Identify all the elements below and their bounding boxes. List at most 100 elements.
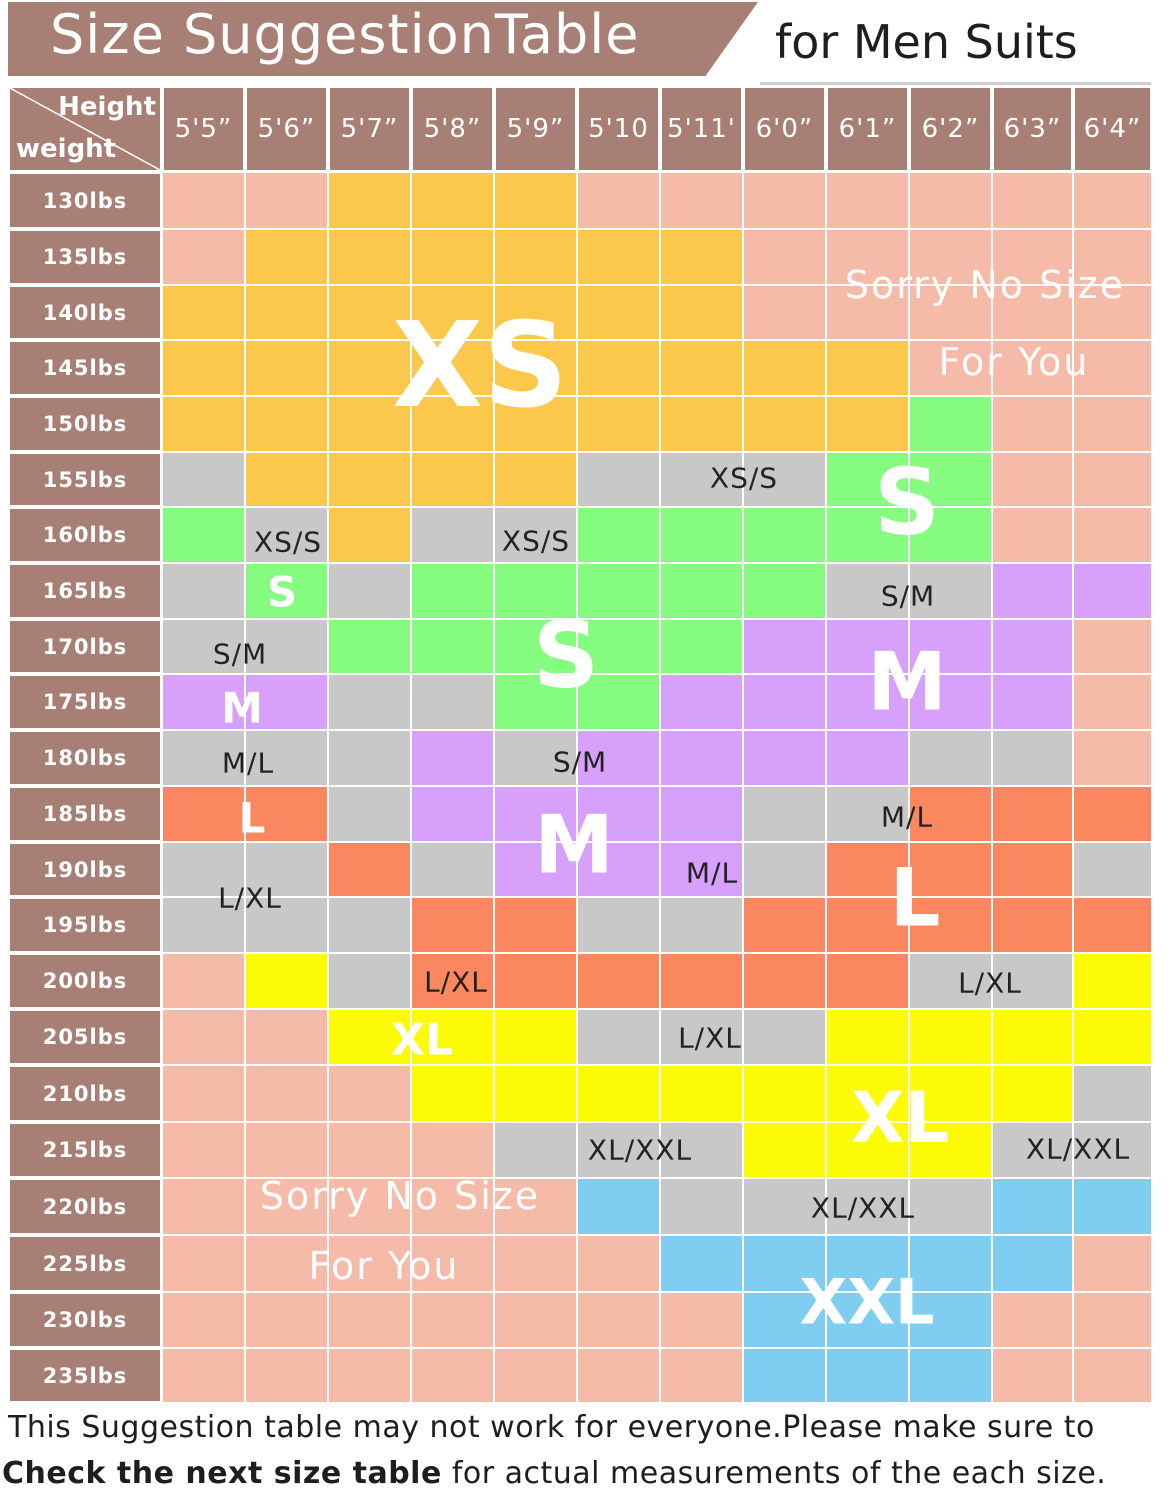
size-cell — [743, 340, 826, 396]
size-cell — [494, 730, 577, 786]
size-cell — [411, 172, 494, 229]
size-cell — [162, 674, 245, 730]
size-cell — [411, 452, 494, 507]
size-cell — [909, 842, 992, 897]
size-cell — [743, 1009, 826, 1065]
size-cell — [743, 842, 826, 897]
size-cell — [826, 953, 909, 1009]
weight-label: 205lbs — [42, 1025, 128, 1049]
height-header-cell: 6'2” — [909, 86, 992, 172]
size-cell — [743, 563, 826, 619]
size-cell — [743, 172, 826, 229]
size-cell — [660, 1235, 743, 1292]
size-cell — [494, 172, 577, 229]
size-cell — [909, 619, 992, 674]
weight-label: 155lbs — [42, 467, 128, 492]
size-cell — [660, 396, 743, 452]
size-cell — [826, 1235, 909, 1292]
size-cell — [162, 897, 245, 953]
size-cell — [494, 285, 577, 340]
size-cell — [162, 1065, 245, 1122]
size-cell — [909, 452, 992, 507]
size-cell — [1073, 674, 1152, 730]
size-cell — [992, 953, 1073, 1009]
size-cell — [494, 674, 577, 730]
size-cell — [162, 619, 245, 674]
size-cell — [1073, 507, 1152, 563]
size-cell — [992, 1292, 1073, 1348]
size-cell — [162, 842, 245, 897]
footnote-line-2-rest: for actual measurements of the each size… — [441, 1456, 1107, 1491]
size-cell — [494, 396, 577, 452]
size-cell — [411, 229, 494, 285]
size-cell — [577, 1292, 660, 1348]
size-cell — [577, 842, 660, 897]
size-cell — [328, 340, 411, 396]
corner-header-cell: Height weight — [8, 86, 162, 172]
size-cell — [411, 953, 494, 1009]
height-label: 6'3” — [1003, 114, 1062, 144]
size-cell — [1073, 452, 1152, 507]
size-cell — [1073, 786, 1152, 842]
size-cell — [577, 730, 660, 786]
size-cell — [411, 1178, 494, 1235]
size-cell — [245, 1122, 328, 1178]
size-cell — [660, 674, 743, 730]
size-cell — [743, 953, 826, 1009]
size-cell — [328, 619, 411, 674]
size-cell — [992, 285, 1073, 340]
size-cell — [577, 1348, 660, 1403]
size-cell — [577, 897, 660, 953]
size-cell — [992, 897, 1073, 953]
weight-label: 195lbs — [42, 913, 128, 937]
size-cell — [245, 1009, 328, 1065]
height-label: 5'11' — [667, 114, 736, 144]
size-cell — [245, 452, 328, 507]
size-cell — [328, 452, 411, 507]
weight-header-cell: 160lbs — [8, 507, 162, 563]
size-cell — [826, 674, 909, 730]
weight-label: 175lbs — [42, 690, 128, 714]
size-cell — [494, 842, 577, 897]
size-cell — [577, 786, 660, 842]
size-cell — [411, 563, 494, 619]
weight-header-cell: 140lbs — [8, 285, 162, 340]
size-cell — [245, 172, 328, 229]
size-cell — [245, 953, 328, 1009]
weight-header-cell: 155lbs — [8, 452, 162, 507]
height-label: 5'5” — [174, 114, 233, 144]
weight-header-cell: 165lbs — [8, 563, 162, 619]
weight-label: 145lbs — [42, 356, 128, 380]
weight-label: 225lbs — [42, 1251, 128, 1276]
size-cell — [245, 730, 328, 786]
size-cell — [660, 285, 743, 340]
size-cell — [162, 786, 245, 842]
size-cell — [328, 229, 411, 285]
size-cell — [245, 1065, 328, 1122]
size-cell — [1073, 1292, 1152, 1348]
size-cell — [162, 452, 245, 507]
size-cell — [411, 340, 494, 396]
size-cell — [494, 563, 577, 619]
size-cell — [909, 340, 992, 396]
size-cell — [909, 674, 992, 730]
size-cell — [992, 172, 1073, 229]
weight-header-cell: 200lbs — [8, 953, 162, 1009]
size-cell — [909, 953, 992, 1009]
size-cell — [577, 953, 660, 1009]
size-cell — [909, 396, 992, 452]
size-cell — [660, 1348, 743, 1403]
size-cell — [992, 507, 1073, 563]
size-cell — [1073, 953, 1152, 1009]
size-cell — [494, 786, 577, 842]
size-cell — [494, 1178, 577, 1235]
size-cell — [328, 786, 411, 842]
size-cell — [328, 1009, 411, 1065]
footnote-line-1: This Suggestion table may not work for e… — [8, 1410, 1095, 1445]
weight-header-cell: 190lbs — [8, 842, 162, 897]
weight-axis-label: weight — [16, 134, 117, 164]
size-cell — [162, 1122, 245, 1178]
size-cell — [577, 674, 660, 730]
size-cell — [992, 396, 1073, 452]
size-cell — [411, 285, 494, 340]
